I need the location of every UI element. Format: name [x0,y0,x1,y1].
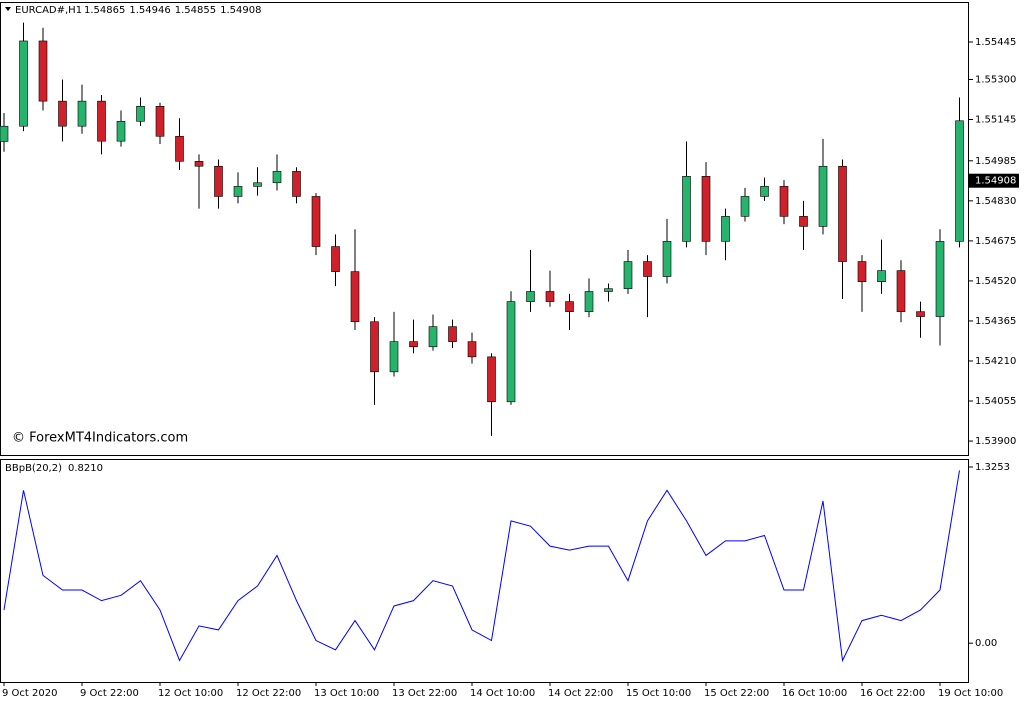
y-tick-label: 1.54830 [975,196,1016,207]
indicator-panel [0,459,969,683]
main-panel [0,2,969,456]
candle-body [331,246,340,272]
candle-body [448,326,457,342]
candle-body [155,106,165,137]
candle-body [292,171,301,197]
watermark: © ForexMT4Indicators.com [12,431,188,446]
candle-body [467,341,477,358]
candle-body [370,321,379,373]
candle-body [818,165,828,227]
y-tick-label: 1.55300 [975,74,1016,85]
candle-body [58,100,67,127]
symbol-title: EURCAD#,H1 [15,5,82,16]
ohlc-value: 1.54908 [220,5,261,16]
y-tick-label: 1.54520 [975,276,1016,287]
ohlc-value: 1.54865 [84,5,125,16]
x-tick-label: 13 Oct 22:00 [392,688,457,699]
indicator-line [3,470,960,663]
candle-body [565,301,574,312]
candle-body [175,135,184,162]
candle-body [877,270,886,282]
indicator-title: BBpB(20,2) [5,463,62,474]
candle-body [955,120,964,242]
x-tick-label: 12 Oct 10:00 [158,688,223,699]
candle-body [662,241,672,277]
x-tick-label: 9 Oct 22:00 [80,688,139,699]
candle-body [604,288,613,292]
candle-body [799,216,808,227]
candle-body [311,196,321,247]
menu-arrow[interactable] [5,7,11,11]
candle-body [526,291,535,302]
candle-body [136,106,145,122]
candle-body [721,216,730,242]
ohlc-header: 1.54865 1.54946 1.54855 1.54908 [84,5,261,16]
candle-body [350,271,360,323]
ohlc-value: 1.54946 [129,5,170,16]
candle-body [0,125,9,142]
price-label: 1.54908 [975,176,1016,187]
x-tick-label: 15 Oct 22:00 [704,688,769,699]
candle-body [389,341,399,373]
candle-body [623,261,633,289]
candle-body [896,270,906,312]
candle-body [77,100,87,127]
indicator-value: 0.8210 [68,463,103,474]
x-tick-label: 13 Oct 10:00 [314,688,379,699]
y-tick-label: 1.54210 [975,356,1016,367]
x-tick-label: 16 Oct 22:00 [860,688,925,699]
y-tick-label: 1.54675 [975,236,1016,247]
x-tick-label: 14 Oct 22:00 [548,688,613,699]
ohlc-value: 1.54855 [175,5,216,16]
candle-body [38,40,48,102]
candle-body [97,100,106,142]
candle-body [116,120,126,142]
y-tick-label: 1.53900 [975,436,1016,447]
candle-body [760,186,769,197]
candle-body [487,356,496,403]
candle-body [272,171,282,184]
price-label-bg [969,173,1019,188]
candle-body [233,186,243,197]
candle-body [506,301,516,403]
candle-body [409,341,418,348]
candle-body [214,165,223,197]
x-tick-label: 19 Oct 10:00 [938,688,1003,699]
x-tick-label: 16 Oct 10:00 [782,688,847,699]
x-tick-label: 9 Oct 2020 [2,688,57,699]
candle-body [916,311,925,317]
candle-body [740,196,750,217]
y-tick-label: 1.54365 [975,316,1016,327]
candle-body [584,291,594,312]
candle-body [838,165,847,262]
candle-body [253,182,262,187]
y-tick-label: 1.3253 [975,462,1010,473]
candle-body [935,241,945,317]
candle-body [779,186,789,217]
candle-body [19,40,28,127]
y-tick-label: 1.55145 [975,114,1016,125]
candle-body [194,161,204,167]
x-tick-label: 15 Oct 10:00 [626,688,691,699]
candle-body [857,261,867,282]
y-tick-label: 1.54055 [975,396,1016,407]
x-tick-label: 14 Oct 10:00 [470,688,535,699]
candle-body [545,291,555,302]
y-tick-label: 1.55445 [975,37,1016,48]
candle-body [643,261,652,277]
y-tick-label: 0.00 [975,638,997,649]
x-tick-label: 12 Oct 22:00 [236,688,301,699]
candle-body [428,326,438,348]
y-tick-label: 1.54985 [975,156,1016,167]
candle-body [701,176,711,242]
candle-body [682,176,691,242]
